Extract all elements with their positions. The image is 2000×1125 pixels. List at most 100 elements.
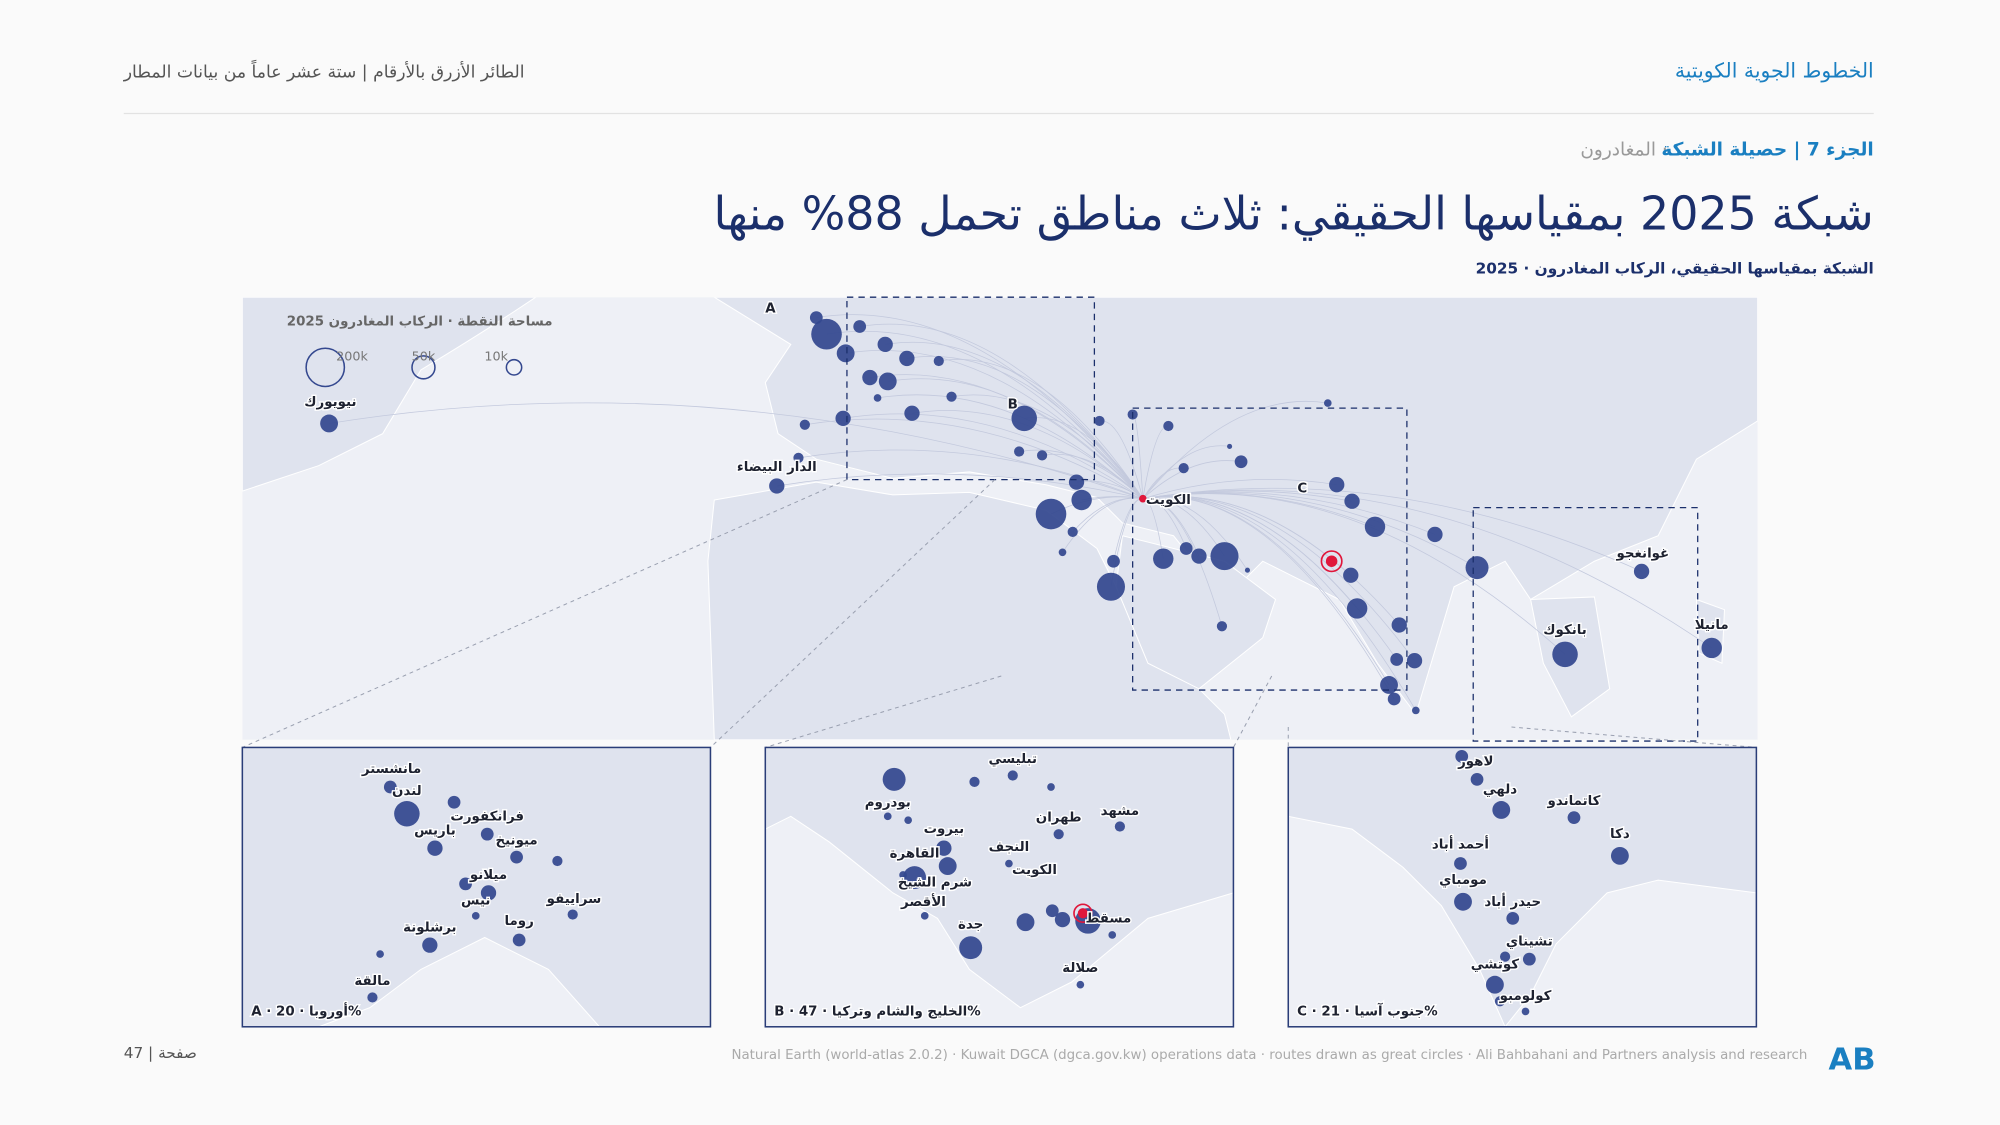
map-label: بانكوك: [1543, 623, 1587, 638]
destination-dot: [1114, 821, 1125, 832]
destination-dot: [903, 866, 927, 890]
destination-dot: [938, 857, 957, 875]
destination-dot: [793, 452, 804, 464]
destination-dot: [394, 801, 420, 827]
destination-dot: [422, 937, 438, 953]
city-label: سراييفو: [546, 892, 602, 907]
destination-dot: [1107, 554, 1120, 568]
city-label: برشلونة: [403, 920, 456, 935]
route: [887, 378, 1144, 499]
destination-dot: [512, 933, 526, 947]
route: [826, 330, 1144, 499]
city-label: ميونيخ: [495, 834, 537, 849]
destination-dot: [1344, 493, 1360, 509]
destination-dot: [904, 816, 912, 824]
destination-dot: [1045, 904, 1059, 918]
destination-dot: [320, 414, 339, 433]
city-label: كولومبو: [1499, 989, 1552, 1004]
destination-dot: [1108, 931, 1117, 939]
city-label: لاهور: [1457, 754, 1493, 769]
legend-size: 200k: [336, 350, 368, 365]
route: [938, 359, 1144, 499]
map-label: غوانغجو: [1615, 547, 1669, 562]
destination-dot: [567, 909, 578, 920]
city-label: مومباي: [1439, 873, 1487, 888]
section-topic: · المغادرون: [1580, 140, 1667, 161]
destination-dot: [1427, 526, 1443, 543]
route: [1142, 445, 1230, 499]
destination-dot: [862, 369, 878, 386]
leader-lines: [242, 479, 1757, 748]
destination-dot: [480, 885, 497, 901]
city-label: طهران: [1036, 811, 1082, 826]
city-label: مشهد: [1101, 804, 1139, 819]
destination-dot: [946, 391, 957, 402]
inset-caption: A · أوروبا · 20%: [251, 1002, 361, 1019]
destination-dot: [367, 992, 378, 1003]
destination-dot: [1521, 1007, 1530, 1016]
destination-dot: [1364, 516, 1386, 537]
route: [1142, 460, 1242, 500]
map-label: A: [765, 302, 776, 317]
city-label: ميلانو: [469, 868, 507, 883]
route: [1142, 498, 1223, 627]
destination-dot: [1406, 653, 1423, 669]
destination-dot: [427, 840, 443, 856]
destination-dot: [883, 812, 892, 821]
destination-dot: [1067, 526, 1078, 537]
route: [798, 449, 1143, 500]
logo: AB: [1829, 1043, 1876, 1078]
route: [1024, 417, 1144, 499]
destination-dot: [1094, 415, 1105, 427]
destination-dot: [1633, 563, 1650, 580]
destination-dot: [1053, 829, 1064, 840]
source: Natural Earth (world-atlas 2.0.2) · Kuwa…: [731, 1048, 1807, 1063]
destination-dot: [904, 405, 920, 421]
inset-caption: C · جنوب آسيا · 21%: [1297, 1002, 1437, 1019]
city-label: مسقط: [1085, 911, 1131, 926]
map-label: B: [1008, 397, 1018, 412]
legend-circle: [411, 355, 436, 380]
destination-dot: [376, 950, 384, 958]
destination-dot: [809, 311, 823, 324]
main-map: [242, 297, 1758, 740]
destination-dot: [1096, 572, 1125, 601]
routes: [329, 314, 1712, 711]
section-part: الجزء 7 | حصيلة الشبكة: [1661, 140, 1873, 161]
destination-dot: [1454, 892, 1472, 911]
destination-dot: [1191, 548, 1207, 564]
section: الجزء 7 | حصيلة الشبكة· المغادرون: [1580, 140, 1873, 161]
destination-dot: [1387, 692, 1401, 706]
destination-dot: [769, 478, 785, 494]
city-label: مانشستر: [361, 762, 421, 777]
legend-circle: [505, 358, 523, 376]
destination-dot: [1076, 980, 1085, 989]
legend-size: 50k: [412, 350, 436, 365]
destination-dot: [836, 344, 855, 363]
route: [329, 402, 1143, 500]
destination-dot: [1380, 676, 1398, 694]
destination-dot: [459, 877, 472, 891]
route: [951, 394, 1144, 499]
city-label: أحمد أباد: [1432, 835, 1489, 852]
destination-dot: [1343, 567, 1359, 583]
destination-dot: [1454, 857, 1467, 870]
destination-dot: [882, 767, 906, 791]
destination-dot: [1005, 859, 1013, 868]
destination-dot: [480, 827, 494, 841]
destination-dot: [920, 911, 929, 920]
destination-dot: [1054, 911, 1071, 928]
destination-dot: [1323, 399, 1332, 407]
map-label: الدار البيضاء: [737, 460, 817, 475]
city-label: شرم الشيخ: [898, 876, 972, 891]
route: [816, 314, 1144, 499]
inset-land: [765, 747, 1234, 1009]
destination-dot: [447, 795, 461, 809]
destination-dot: [835, 410, 851, 427]
destination-dot: [1007, 770, 1018, 781]
destination-dot: [1494, 996, 1506, 1007]
route: [1142, 487, 1642, 572]
destination-dot: [1058, 548, 1067, 557]
city-label: الأقصر: [900, 893, 946, 910]
destination-dot: [969, 776, 980, 787]
